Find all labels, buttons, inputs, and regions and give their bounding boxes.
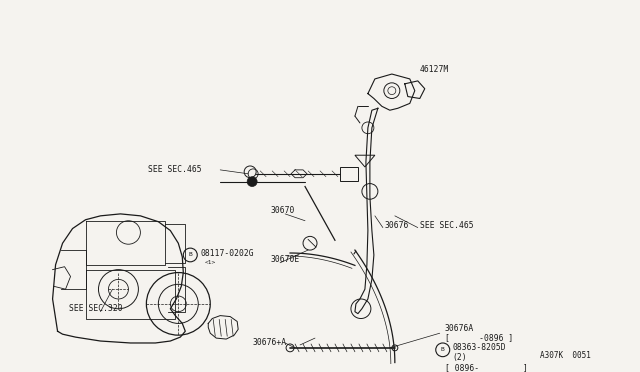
- Text: 30670: 30670: [270, 206, 294, 215]
- Text: 08117-0202G: 08117-0202G: [200, 248, 254, 257]
- Text: 08363-8205D: 08363-8205D: [452, 343, 506, 352]
- Text: (2): (2): [452, 353, 467, 362]
- FancyBboxPatch shape: [340, 167, 358, 181]
- Text: SEE SEC.465: SEE SEC.465: [148, 166, 202, 174]
- Text: <1>: <1>: [205, 260, 216, 265]
- Text: B: B: [441, 347, 445, 352]
- Text: 30670E: 30670E: [270, 255, 300, 264]
- Text: [      -0896 ]: [ -0896 ]: [445, 334, 513, 343]
- Text: 30676+A: 30676+A: [252, 339, 286, 347]
- Text: A307K  0051: A307K 0051: [540, 351, 590, 360]
- Text: B: B: [188, 253, 192, 257]
- Text: SEE SEC.465: SEE SEC.465: [420, 221, 474, 230]
- Text: 30676A: 30676A: [445, 324, 474, 333]
- Text: 30676: 30676: [385, 221, 409, 230]
- Text: SEE SEC.320: SEE SEC.320: [68, 304, 122, 313]
- Circle shape: [247, 177, 257, 186]
- Text: 46127M: 46127M: [420, 65, 449, 74]
- Text: [ 0896-         ]: [ 0896- ]: [445, 363, 527, 372]
